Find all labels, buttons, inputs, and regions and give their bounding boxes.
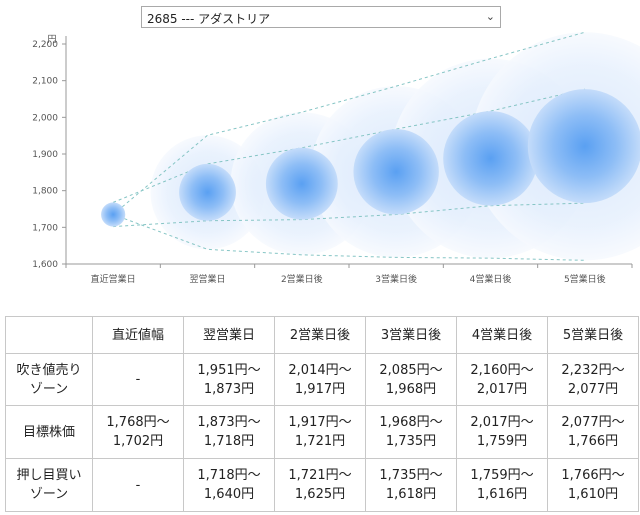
forecast-table: 直近値幅 翌営業日 2営業日後 3営業日後 4営業日後 5営業日後吹き値売りゾーン - 1,9… [5,316,639,512]
y-tick-label: 2,100 [32,77,58,87]
target-bubble [179,163,236,221]
cell-text: ゾーン [29,381,69,397]
table-cell: 1,951円〜 1,873円 [183,353,275,406]
row-label: 目標株価 [5,405,93,459]
y-tick-label: 2,000 [32,113,58,123]
x-tick-label: 2営業日後 [281,273,323,285]
x-tick-label: 3営業日後 [375,273,417,285]
row-label: 押し目買い ゾーン [5,458,93,512]
table-cell: - [92,458,184,512]
cell-text: 2,014円〜 [288,362,352,378]
cell-text: 1,735円〜 [379,468,443,483]
cell-text: - [135,477,141,493]
cell-text: 1,873円〜 [197,415,261,430]
cell-text: 1,759円〜 [470,468,534,483]
cell-text: 1,610円 [567,487,619,502]
cell-text: - [135,372,141,387]
cell-text: 1,766円〜 [561,468,625,483]
cell-text: 1,968円 [385,381,437,397]
table-row: 吹き値売りゾーン - 1,951円〜 1,873円 2,014円〜 1,917円 2,085… [5,353,639,406]
stock-select-value: 2685 --- アダストリア [147,12,271,26]
cell-text: 1,768円〜 [106,415,170,430]
sell-high-line [112,32,585,215]
column-header: 翌営業日 [183,316,275,354]
table-cell: 1,735円〜 1,618円 [365,458,457,512]
cell-text: 押し目買い [16,468,82,483]
x-tick-label: 直近営業日 [91,273,136,285]
cell-text: 2,160円〜 [470,362,534,378]
column-header: 3営業日後 [365,316,457,354]
table-cell: 1,721円〜 1,625円 [274,458,366,512]
column-header: 5営業日後 [547,316,639,354]
table-cell: 2,017円〜 1,759円 [456,405,548,459]
cell-text: 1,718円〜 [197,468,261,483]
x-tick-label: 4営業日後 [470,273,512,285]
y-tick-label: 1,600 [32,260,58,270]
x-tick-label: 翌営業日 [189,273,225,285]
cell-text: 1,735円 [385,434,437,449]
y-tick-label: 1,900 [32,150,58,160]
target-bubble [265,147,338,220]
x-tick-label: 5営業日後 [564,273,606,285]
table-cell: 2,085円〜 1,968円 [365,353,457,406]
cell-text: 1,917円〜 [288,415,352,430]
cell-text: 吹き値売り [16,362,82,378]
y-tick-label: 1,800 [32,187,58,197]
cell-text: 1,759円 [476,434,528,449]
table-cell: 1,718円〜 1,640円 [183,458,275,512]
cell-text: 2,017円 [476,381,528,397]
target-bubble [353,129,439,215]
table-cell: 2,014円〜 1,917円 [274,353,366,406]
column-header: 2営業日後 [274,316,366,354]
column-header [5,316,93,354]
cell-text: 1,951円〜 [197,362,261,378]
table-cell: 2,232円〜 2,077円 [547,353,639,406]
cell-text: 1,873円 [203,381,255,397]
cell-text: 1,721円〜 [288,468,352,483]
cell-text: 1,917円 [294,381,346,397]
table-cell: 1,766円〜 1,610円 [547,458,639,512]
row-label: 吹き値売り ゾーン [5,353,93,406]
table-cell: 1,759円〜 1,616円 [456,458,548,512]
column-header: 4営業日後 [456,316,548,354]
table-cell: 1,917円〜 1,721円 [274,405,366,459]
cell-text: 2,077円〜 [561,415,625,430]
cell-text: 1,721円 [294,434,346,449]
table-cell: 2,160円〜 2,017円 [456,353,548,406]
table-header-row: 直近値幅 翌営業日 2営業日後 3営業日後 4営業日後 5営業日後 [5,316,639,354]
cell-text: 2,085円〜 [379,362,443,378]
cell-text: 1,640円 [203,487,255,502]
cell-text: 1,616円 [476,487,528,502]
cell-text: 1,968円〜 [379,415,443,430]
cell-text: 1,625円 [294,487,346,502]
target-bubble [527,89,640,204]
forecast-bubble-chart: 円 1,600 1,700 1,800 1,900 2,000 2,100 2,200 直近営業… [32,32,640,285]
table-cell: 1,873円〜 1,718円 [183,405,275,459]
column-header: 直近値幅 [92,316,184,354]
cell-text: 1,766円 [567,434,619,449]
table-cell: 1,968円〜 1,735円 [365,405,457,459]
cell-text: 目標株価 [22,424,75,440]
table-row: 押し目買いゾーン - 1,718円〜 1,640円 1,721円〜 1,625円 1,735… [5,458,639,512]
target-low-line [113,202,585,228]
chevron-down-icon: ⌄ [485,10,495,23]
table-cell: - [92,353,184,406]
table-row: 目標株価 1,768円〜 1,702円 1,873円〜 1,718円 1,917円〜 1,7… [5,405,639,459]
y-tick-label: 1,700 [32,223,58,233]
cell-text: 2,017円〜 [470,415,534,430]
target-bubble [443,111,538,206]
y-tick-label: 2,200 [32,40,58,50]
y-unit-label: 円 [47,34,56,45]
cell-text: 1,718円 [203,434,255,449]
buy-low-line [112,214,585,261]
cell-text: 1,702円 [112,434,164,449]
cell-text: ゾーン [29,487,69,502]
cell-text: 2,232円〜 [561,362,625,378]
table-cell: 1,768円〜 1,702円 [92,405,184,459]
table-cell: 2,077円〜 1,766円 [547,405,639,459]
cell-text: 2,077円 [567,381,619,397]
cell-text: 1,618円 [385,487,437,502]
stock-select[interactable]: 2685 --- アダストリア ⌄ [141,6,501,28]
target-bubble [101,202,126,227]
